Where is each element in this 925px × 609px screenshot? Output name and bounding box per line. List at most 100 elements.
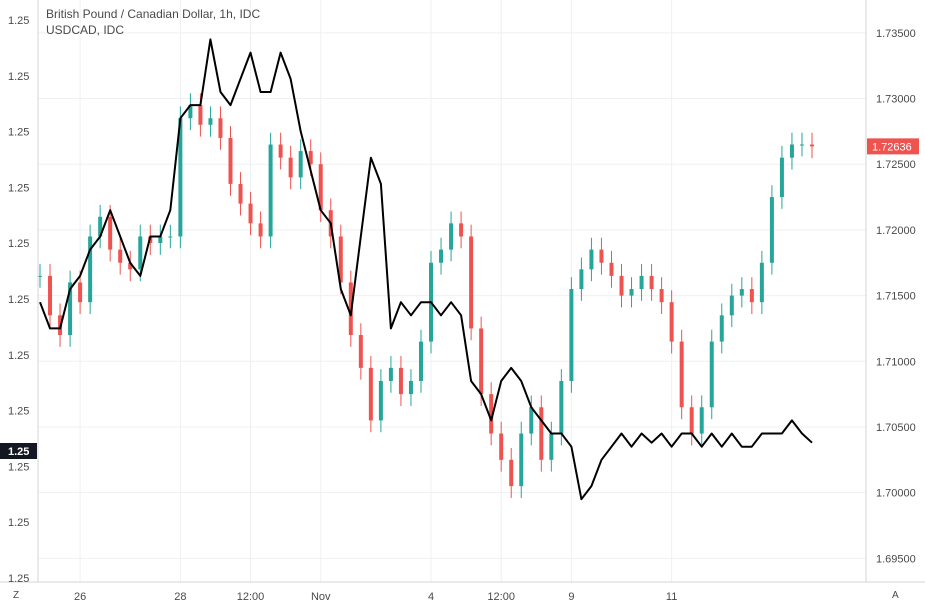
candle-body — [499, 433, 504, 460]
right-axis[interactable]: 1.69500 1.70000 1.70500 1.71000 1.71500 1.720… — [876, 28, 916, 566]
candle-body — [439, 249, 444, 263]
time-tick-label: 9 — [568, 591, 574, 603]
candle-body — [639, 275, 644, 290]
candle-body — [278, 144, 283, 158]
right-tick-label: 1.72000 — [876, 225, 916, 237]
time-tick-label: 12:00 — [237, 591, 265, 603]
candle-body — [779, 157, 784, 198]
candle-body — [388, 367, 393, 381]
auto-scale-button[interactable]: A — [892, 590, 899, 601]
candle-body — [138, 236, 143, 270]
candle-body — [118, 249, 123, 263]
left-tick-label: 1.25 — [8, 294, 29, 306]
candle-body — [629, 289, 634, 296]
candle-body — [529, 407, 534, 434]
candle-body — [699, 407, 704, 434]
candle-body — [88, 236, 93, 303]
left-tick-label: 1.25 — [8, 350, 29, 362]
left-tick-label: 1.25 — [8, 517, 29, 529]
candle-body — [48, 275, 53, 316]
candle-body — [719, 315, 724, 342]
candle-body — [358, 335, 363, 368]
candle-body — [158, 236, 163, 244]
candle-body — [729, 295, 734, 316]
chart-subtitle: USDCAD, IDC — [46, 23, 124, 37]
candle-body — [459, 223, 464, 237]
candle-body — [38, 275, 42, 277]
left-last-badge-label: 1.25 — [8, 446, 29, 458]
candle-body — [659, 289, 664, 303]
candle-body — [579, 269, 584, 290]
candle-body — [549, 433, 554, 460]
candle-body — [378, 380, 383, 421]
usdcad-line — [39, 38, 813, 501]
candle-body — [759, 262, 764, 303]
candle-body — [539, 407, 544, 460]
time-tick-label: Nov — [311, 591, 331, 603]
candle-body — [248, 203, 253, 224]
time-tick-label: 12:00 — [487, 591, 515, 603]
candle-body — [569, 289, 574, 381]
time-tick-label: 28 — [174, 591, 186, 603]
last-price-badge-bg — [867, 138, 919, 155]
candle-body — [288, 157, 293, 178]
candle-body — [509, 459, 514, 487]
candle-body — [418, 341, 423, 381]
candle-body — [619, 275, 624, 296]
candle-body — [178, 118, 183, 237]
candle-body — [198, 105, 203, 125]
right-tick-label: 1.71000 — [876, 356, 916, 368]
candle-body — [408, 380, 413, 395]
candle-body — [298, 151, 303, 178]
candle-body — [108, 216, 113, 250]
candle-body — [679, 341, 684, 408]
time-tick-label: 26 — [74, 591, 86, 603]
left-tick-label: 1.25 — [8, 406, 29, 418]
left-axis[interactable]: 1.25 1.25 1.25 1.25 1.25 1.25 1.25 1.25 1.25 1.25… — [8, 15, 29, 585]
left-last-badge-bg — [0, 443, 37, 459]
candle-body — [669, 302, 674, 342]
left-tick-label: 1.25 — [8, 127, 29, 139]
right-tick-label: 1.70000 — [876, 488, 916, 500]
left-tick-label: 1.25 — [8, 573, 29, 585]
time-tick-label: 4 — [428, 591, 434, 603]
candle-body — [769, 197, 774, 263]
candle-body — [589, 249, 594, 270]
candle-body — [308, 151, 313, 165]
candle-body — [469, 236, 474, 329]
right-tick-label: 1.73500 — [876, 28, 916, 40]
candle-body — [238, 183, 243, 204]
last-price-badge: 1.72636 — [867, 138, 919, 155]
candle-body — [449, 223, 454, 250]
candle-body — [559, 380, 564, 434]
candle-body — [68, 282, 73, 336]
candle-body — [649, 275, 654, 290]
left-tick-label: 1.25 — [8, 182, 29, 194]
candle-body — [609, 262, 614, 276]
right-tick-label: 1.71500 — [876, 291, 916, 303]
candle-body — [128, 262, 133, 270]
left-tick-label: 1.25 — [8, 461, 29, 473]
zoom-corner-button[interactable]: Z — [13, 590, 19, 601]
last-price-badge-label: 1.72636 — [872, 141, 912, 153]
left-last-badge: 1.25 — [0, 443, 37, 459]
chart-title: British Pound / Canadian Dollar, 1h, IDC — [46, 7, 260, 21]
candle-body — [98, 216, 103, 237]
candle-body — [519, 433, 524, 487]
candle-body — [368, 367, 373, 421]
right-tick-label: 1.70500 — [876, 422, 916, 434]
candle-body — [799, 144, 804, 146]
time-axis[interactable]: 26 28 12:00 Nov 4 12:00 9 11 — [74, 591, 677, 603]
right-tick-label: 1.69500 — [876, 553, 916, 565]
candle-body — [689, 407, 694, 434]
candle-body — [188, 105, 193, 119]
candle-body — [739, 289, 744, 296]
candle-body — [599, 249, 604, 263]
right-tick-label: 1.73000 — [876, 94, 916, 106]
candle-body — [78, 282, 83, 303]
candle-body — [398, 367, 403, 395]
candle-body — [208, 118, 213, 125]
candle-body — [168, 236, 173, 238]
